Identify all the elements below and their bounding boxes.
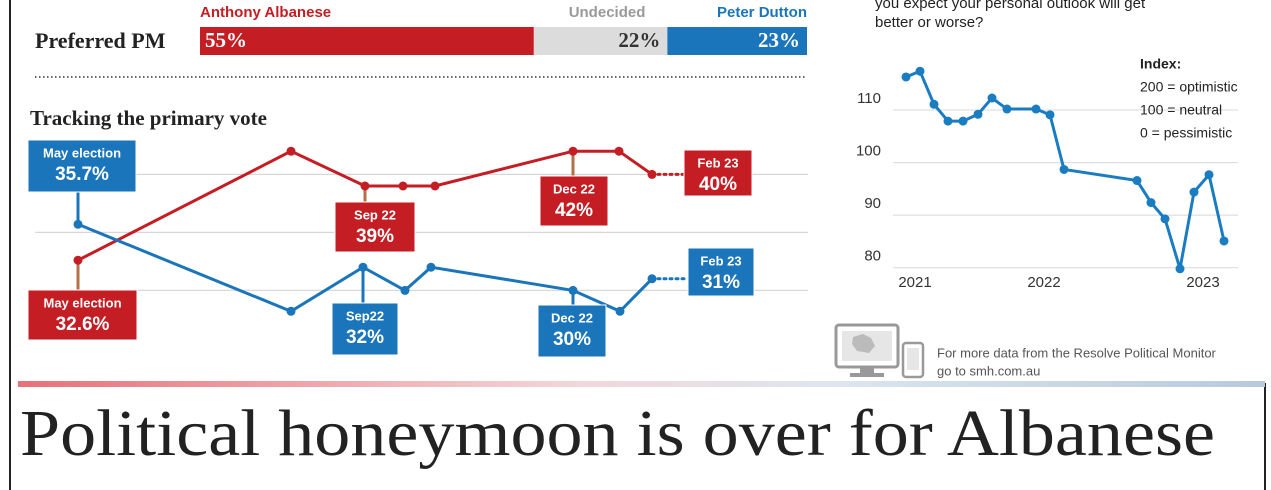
data-point xyxy=(915,66,925,76)
callout-label: Sep 22 xyxy=(354,207,396,222)
index-note: 0 = pessimistic xyxy=(1140,125,1232,141)
data-point xyxy=(358,262,368,272)
callout-value: 42% xyxy=(555,200,593,221)
legend-label: Undecided xyxy=(569,4,646,21)
data-point xyxy=(1059,164,1069,174)
series-line xyxy=(77,149,653,262)
callout-box xyxy=(539,175,609,227)
callout-label: May election xyxy=(43,295,121,310)
bar-segment xyxy=(533,27,668,55)
callout-value: 32.6% xyxy=(56,314,110,335)
data-point xyxy=(1204,170,1214,180)
data-point xyxy=(1146,198,1156,208)
callout-label: Dec 22 xyxy=(551,310,593,325)
bar-segment xyxy=(667,27,807,55)
y-tick-label: 80 xyxy=(864,248,881,265)
callout-box xyxy=(334,201,416,253)
data-point xyxy=(973,109,983,119)
data-point xyxy=(943,116,953,126)
index-note: 100 = neutral xyxy=(1140,102,1222,118)
callout-box xyxy=(331,302,399,356)
chart-title: better or worse? xyxy=(875,14,983,31)
callout-box xyxy=(537,304,607,358)
data-point xyxy=(1175,264,1185,274)
data-point xyxy=(286,146,296,156)
series-line xyxy=(77,222,654,314)
callout-box xyxy=(27,289,138,341)
callout-box xyxy=(687,247,755,297)
data-point xyxy=(614,146,624,156)
y-tick-label: 90 xyxy=(864,195,881,212)
value-label: 55% xyxy=(205,28,247,52)
data-point xyxy=(901,72,911,82)
data-point xyxy=(1132,176,1142,186)
legend-label: Peter Dutton xyxy=(717,4,807,21)
callout-label: Dec 22 xyxy=(553,181,595,196)
data-point xyxy=(73,255,83,265)
data-point xyxy=(987,93,997,103)
value-label: 22% xyxy=(618,28,660,52)
legend-label: Anthony Albanese xyxy=(200,4,331,21)
data-point xyxy=(958,116,968,126)
data-point xyxy=(360,181,370,191)
promo-line: go to smh.com.au xyxy=(937,363,1040,378)
callout-label: Feb 23 xyxy=(700,253,741,268)
data-point xyxy=(286,306,296,316)
chart-title: you expect your personal outlook will ge… xyxy=(875,0,1146,12)
data-point xyxy=(400,285,410,295)
index-note: Index: xyxy=(1140,56,1181,72)
chart-title: Tracking the primary vote xyxy=(30,106,267,130)
y-tick-label: 110 xyxy=(857,90,881,107)
data-point xyxy=(1045,110,1055,120)
callout-value: 35.7% xyxy=(55,164,109,185)
bar-segment xyxy=(200,27,534,55)
data-point xyxy=(430,181,440,191)
data-point xyxy=(1002,104,1012,114)
value-label: 23% xyxy=(758,28,800,52)
data-point xyxy=(73,219,83,229)
data-point xyxy=(568,146,578,156)
callout-value: 31% xyxy=(702,272,740,293)
promo-line: For more data from the Resolve Political… xyxy=(937,345,1217,360)
data-point xyxy=(615,306,625,316)
data-point xyxy=(1160,214,1170,224)
headline: Political honeymoon is over for Albanese xyxy=(20,397,1215,470)
callout-box xyxy=(683,149,753,197)
chart-title: Preferred PM xyxy=(35,28,166,53)
callout-label: May election xyxy=(43,145,121,160)
y-tick-label: 100 xyxy=(856,143,881,160)
x-tick-label: 2022 xyxy=(1027,274,1060,291)
data-point xyxy=(1031,104,1041,114)
data-point xyxy=(1219,236,1229,246)
data-point xyxy=(426,262,436,272)
x-tick-label: 2021 xyxy=(898,274,931,291)
callout-value: 39% xyxy=(356,226,394,247)
data-point xyxy=(647,274,657,284)
section-rule xyxy=(18,381,1265,387)
data-point xyxy=(647,169,657,179)
data-point xyxy=(398,181,408,191)
callout-label: Feb 23 xyxy=(697,155,738,170)
callout-value: 30% xyxy=(553,329,591,350)
callout-label: Sep22 xyxy=(346,308,384,323)
index-note: 200 = optimistic xyxy=(1140,79,1238,95)
callout-value: 32% xyxy=(346,327,384,348)
data-point xyxy=(929,99,939,109)
data-point xyxy=(1189,187,1199,197)
x-tick-label: 2023 xyxy=(1186,274,1219,291)
callout-value: 40% xyxy=(699,174,737,195)
device-icon xyxy=(834,323,925,379)
callout-box xyxy=(27,139,137,193)
data-point xyxy=(568,285,578,295)
